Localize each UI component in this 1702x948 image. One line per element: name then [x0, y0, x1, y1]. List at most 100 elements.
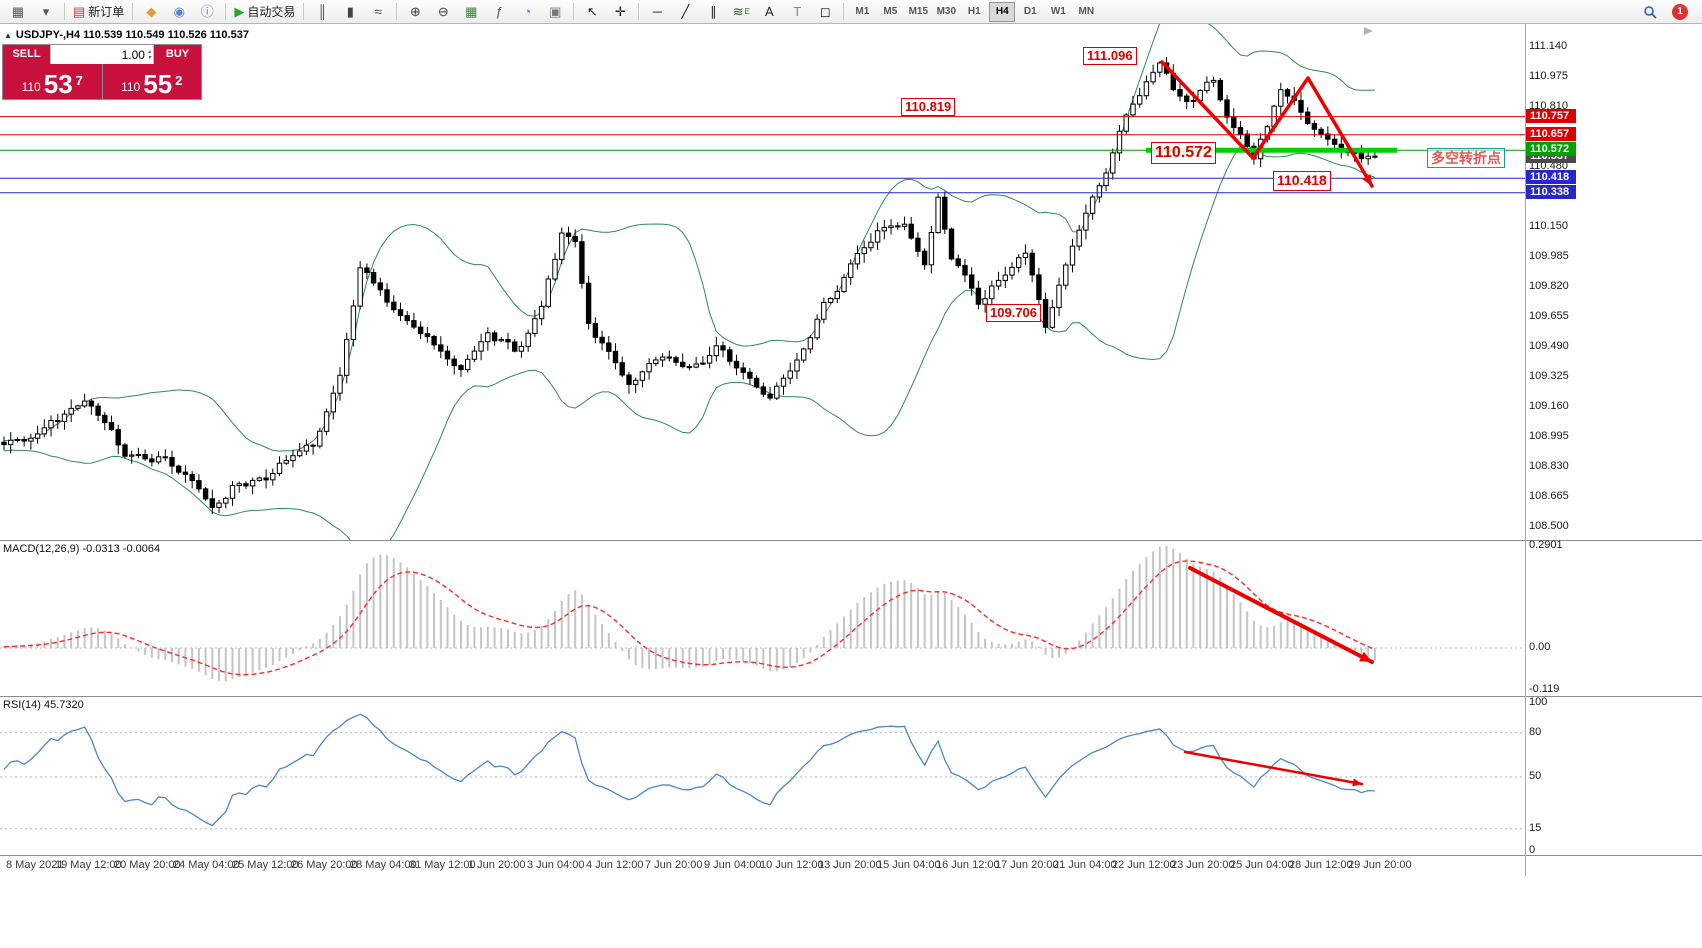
- arrows-tool-icon: A: [764, 4, 774, 19]
- autotrading-button[interactable]: ▶ 自动交易: [230, 1, 299, 23]
- bars-chart-icon[interactable]: ║: [308, 1, 336, 23]
- time-axis-label: 1 Jun 20:00: [468, 859, 526, 871]
- community-icon: ⓘ: [200, 4, 214, 19]
- cycles-icon[interactable]: ◔: [513, 1, 541, 23]
- price-axis-tag: 110.657: [1526, 126, 1576, 141]
- new-order-button[interactable]: ▤ 新订单: [69, 1, 128, 23]
- price-axis-label: 108.500: [1529, 520, 1569, 532]
- timeframe-h1[interactable]: H1: [967, 6, 981, 17]
- time-axis-label: 23 Jun 20:00: [1171, 859, 1235, 871]
- price-axis-label: 110.810: [1529, 100, 1568, 112]
- hline-tool-icon[interactable]: ─: [643, 1, 671, 23]
- text-tool-icon[interactable]: T: [783, 1, 811, 23]
- price-chart-canvas[interactable]: [0, 24, 1525, 540]
- time-axis-label: 25 Jun 04:00: [1230, 859, 1294, 871]
- price-axis-tag: 110.757: [1526, 108, 1576, 123]
- one-click-trading-panel: SELL 1.00 ▴ ▾ BUY 110 53 7 110 55 2: [2, 44, 202, 100]
- price-axis-tag: 110.338: [1526, 184, 1576, 199]
- fibonacci-tool-icon: ≋: [732, 4, 744, 19]
- timeframe-m1[interactable]: M1: [855, 6, 870, 17]
- zoom-out-icon[interactable]: ⊖: [429, 1, 457, 23]
- rsi-canvas[interactable]: [0, 697, 1525, 855]
- market-depth-icon: ◉: [173, 4, 185, 19]
- channel-tool-icon[interactable]: ∥: [699, 1, 727, 23]
- sell-price-button[interactable]: 110 53 7: [3, 64, 102, 99]
- timeframe-m5[interactable]: M5: [883, 6, 898, 17]
- macd-label: MACD(12,26,9) -0.0313 -0.0064: [3, 543, 161, 555]
- trendline-tool-icon[interactable]: ╱: [671, 1, 699, 23]
- timeframe-m15[interactable]: M15: [908, 6, 929, 17]
- buy-button[interactable]: BUY: [154, 45, 201, 64]
- time-axis-label: 15 Jun 04:00: [877, 859, 941, 871]
- toolbar-icon-groups: ▦ ▾ ▤ 新订单 ◆ ◉ ⓘ ▶ 自动交易 ║ ▮ ≈ ⊕ ⊖ ▦ ƒ ◔ ▣ ↖ ✛ ─ ╱ ∥ ≋ E A T ◻: [4, 1, 839, 23]
- buy-price-button[interactable]: 110 55 2: [102, 64, 201, 99]
- price-axis-label: 109.325: [1529, 370, 1569, 382]
- toolbar-separator: [64, 3, 65, 20]
- metaeditor-icon[interactable]: ◆: [137, 1, 165, 23]
- price-axis-label: 111.140: [1529, 40, 1568, 52]
- candles-chart-icon[interactable]: ▮: [336, 1, 364, 23]
- timeframe-w1[interactable]: W1: [1050, 6, 1066, 17]
- rsi-axis-label: 15: [1529, 821, 1542, 834]
- time-axis-label: 25 May 12:00: [232, 859, 299, 871]
- time-axis-label: 24 May 04:00: [173, 859, 240, 871]
- crosshair-icon[interactable]: ✛: [606, 1, 634, 23]
- macd-axis-label: 0.00: [1529, 641, 1551, 653]
- new-chart-icon[interactable]: ▦: [4, 1, 32, 23]
- tile-windows-icon[interactable]: ▦: [457, 1, 485, 23]
- sell-button[interactable]: SELL: [3, 45, 50, 64]
- shapes-tool-icon[interactable]: ◻: [811, 1, 839, 23]
- fibonacci-tool-icon[interactable]: ≋ E: [732, 4, 750, 19]
- time-axis-label: 22 Jun 12:00: [1112, 859, 1176, 871]
- indicators-add-icon[interactable]: ƒ: [485, 1, 513, 23]
- chart-dropdown-icon: ▾: [42, 4, 50, 19]
- chart-symbol-icon[interactable]: ▲: [4, 30, 12, 40]
- time-axis-label: 19 May 12:00: [55, 859, 122, 871]
- zoom-in-icon[interactable]: ⊕: [401, 1, 429, 23]
- toolbar-separator: [132, 3, 134, 20]
- chart-dropdown-icon[interactable]: ▾: [32, 1, 60, 23]
- toolbar-right: 1: [1636, 1, 1698, 23]
- autotrading-button: ▶: [234, 4, 245, 19]
- timeframe-toolbar: M1 M5 M15 M30 H1 H4 D1 W1 MN: [848, 1, 1100, 22]
- volume-spinner[interactable]: ▴ ▾: [148, 49, 151, 61]
- notification-badge[interactable]: 1: [1672, 3, 1688, 20]
- buy-price-big: 55: [143, 69, 173, 99]
- rsi-axis-label: 80: [1529, 725, 1542, 738]
- toolbar-separator: [843, 3, 845, 20]
- macd-canvas[interactable]: [0, 541, 1525, 696]
- timeframe-m30[interactable]: M30: [936, 6, 957, 17]
- crosshair-icon: ✛: [614, 4, 626, 19]
- time-axis-label: 20 May 20:00: [114, 859, 181, 871]
- template-icon[interactable]: ▣: [541, 1, 569, 23]
- price-axis-label: 110.480: [1529, 160, 1568, 172]
- timeframe-h4[interactable]: H4: [989, 1, 1016, 22]
- new-order-button: ▤: [73, 4, 86, 19]
- tile-windows-icon: ▦: [465, 4, 478, 19]
- timeframe-d1[interactable]: D1: [1023, 6, 1037, 17]
- spin-down-icon[interactable]: ▾: [147, 54, 151, 61]
- channel-tool-icon: ∥: [710, 4, 717, 19]
- arrows-tool-icon[interactable]: A: [755, 1, 783, 23]
- macd-panel-separator[interactable]: [0, 540, 1702, 541]
- autoscroll-marker[interactable]: [1364, 27, 1373, 35]
- spin-up-icon[interactable]: ▴: [147, 48, 151, 55]
- timeframe-mn[interactable]: MN: [1078, 6, 1095, 17]
- price-axis-label: 110.645: [1529, 130, 1568, 142]
- chart-header: ▲ USDJPY-,H4 110.539 110.549 110.526 110…: [4, 29, 249, 41]
- market-depth-icon[interactable]: ◉: [165, 1, 193, 23]
- search-icon[interactable]: [1636, 1, 1664, 23]
- sell-price-pip: 7: [75, 73, 83, 88]
- community-icon[interactable]: ⓘ: [193, 1, 221, 23]
- time-axis-label: 29 Jun 20:00: [1348, 859, 1412, 871]
- volume-input[interactable]: 1.00 ▴ ▾: [50, 45, 154, 64]
- cursor-icon[interactable]: ↖: [578, 1, 606, 23]
- time-axis-label: 17 Jun 20:00: [995, 859, 1059, 871]
- trade-panel-prices: 110 53 7 110 55 2: [3, 64, 201, 99]
- price-axis-label: 110.150: [1529, 220, 1568, 232]
- new-chart-icon: ▦: [11, 4, 25, 19]
- rsi-panel-separator[interactable]: [0, 696, 1702, 697]
- price-axis-border: [1525, 24, 1526, 876]
- line-chart-icon[interactable]: ≈: [364, 1, 392, 23]
